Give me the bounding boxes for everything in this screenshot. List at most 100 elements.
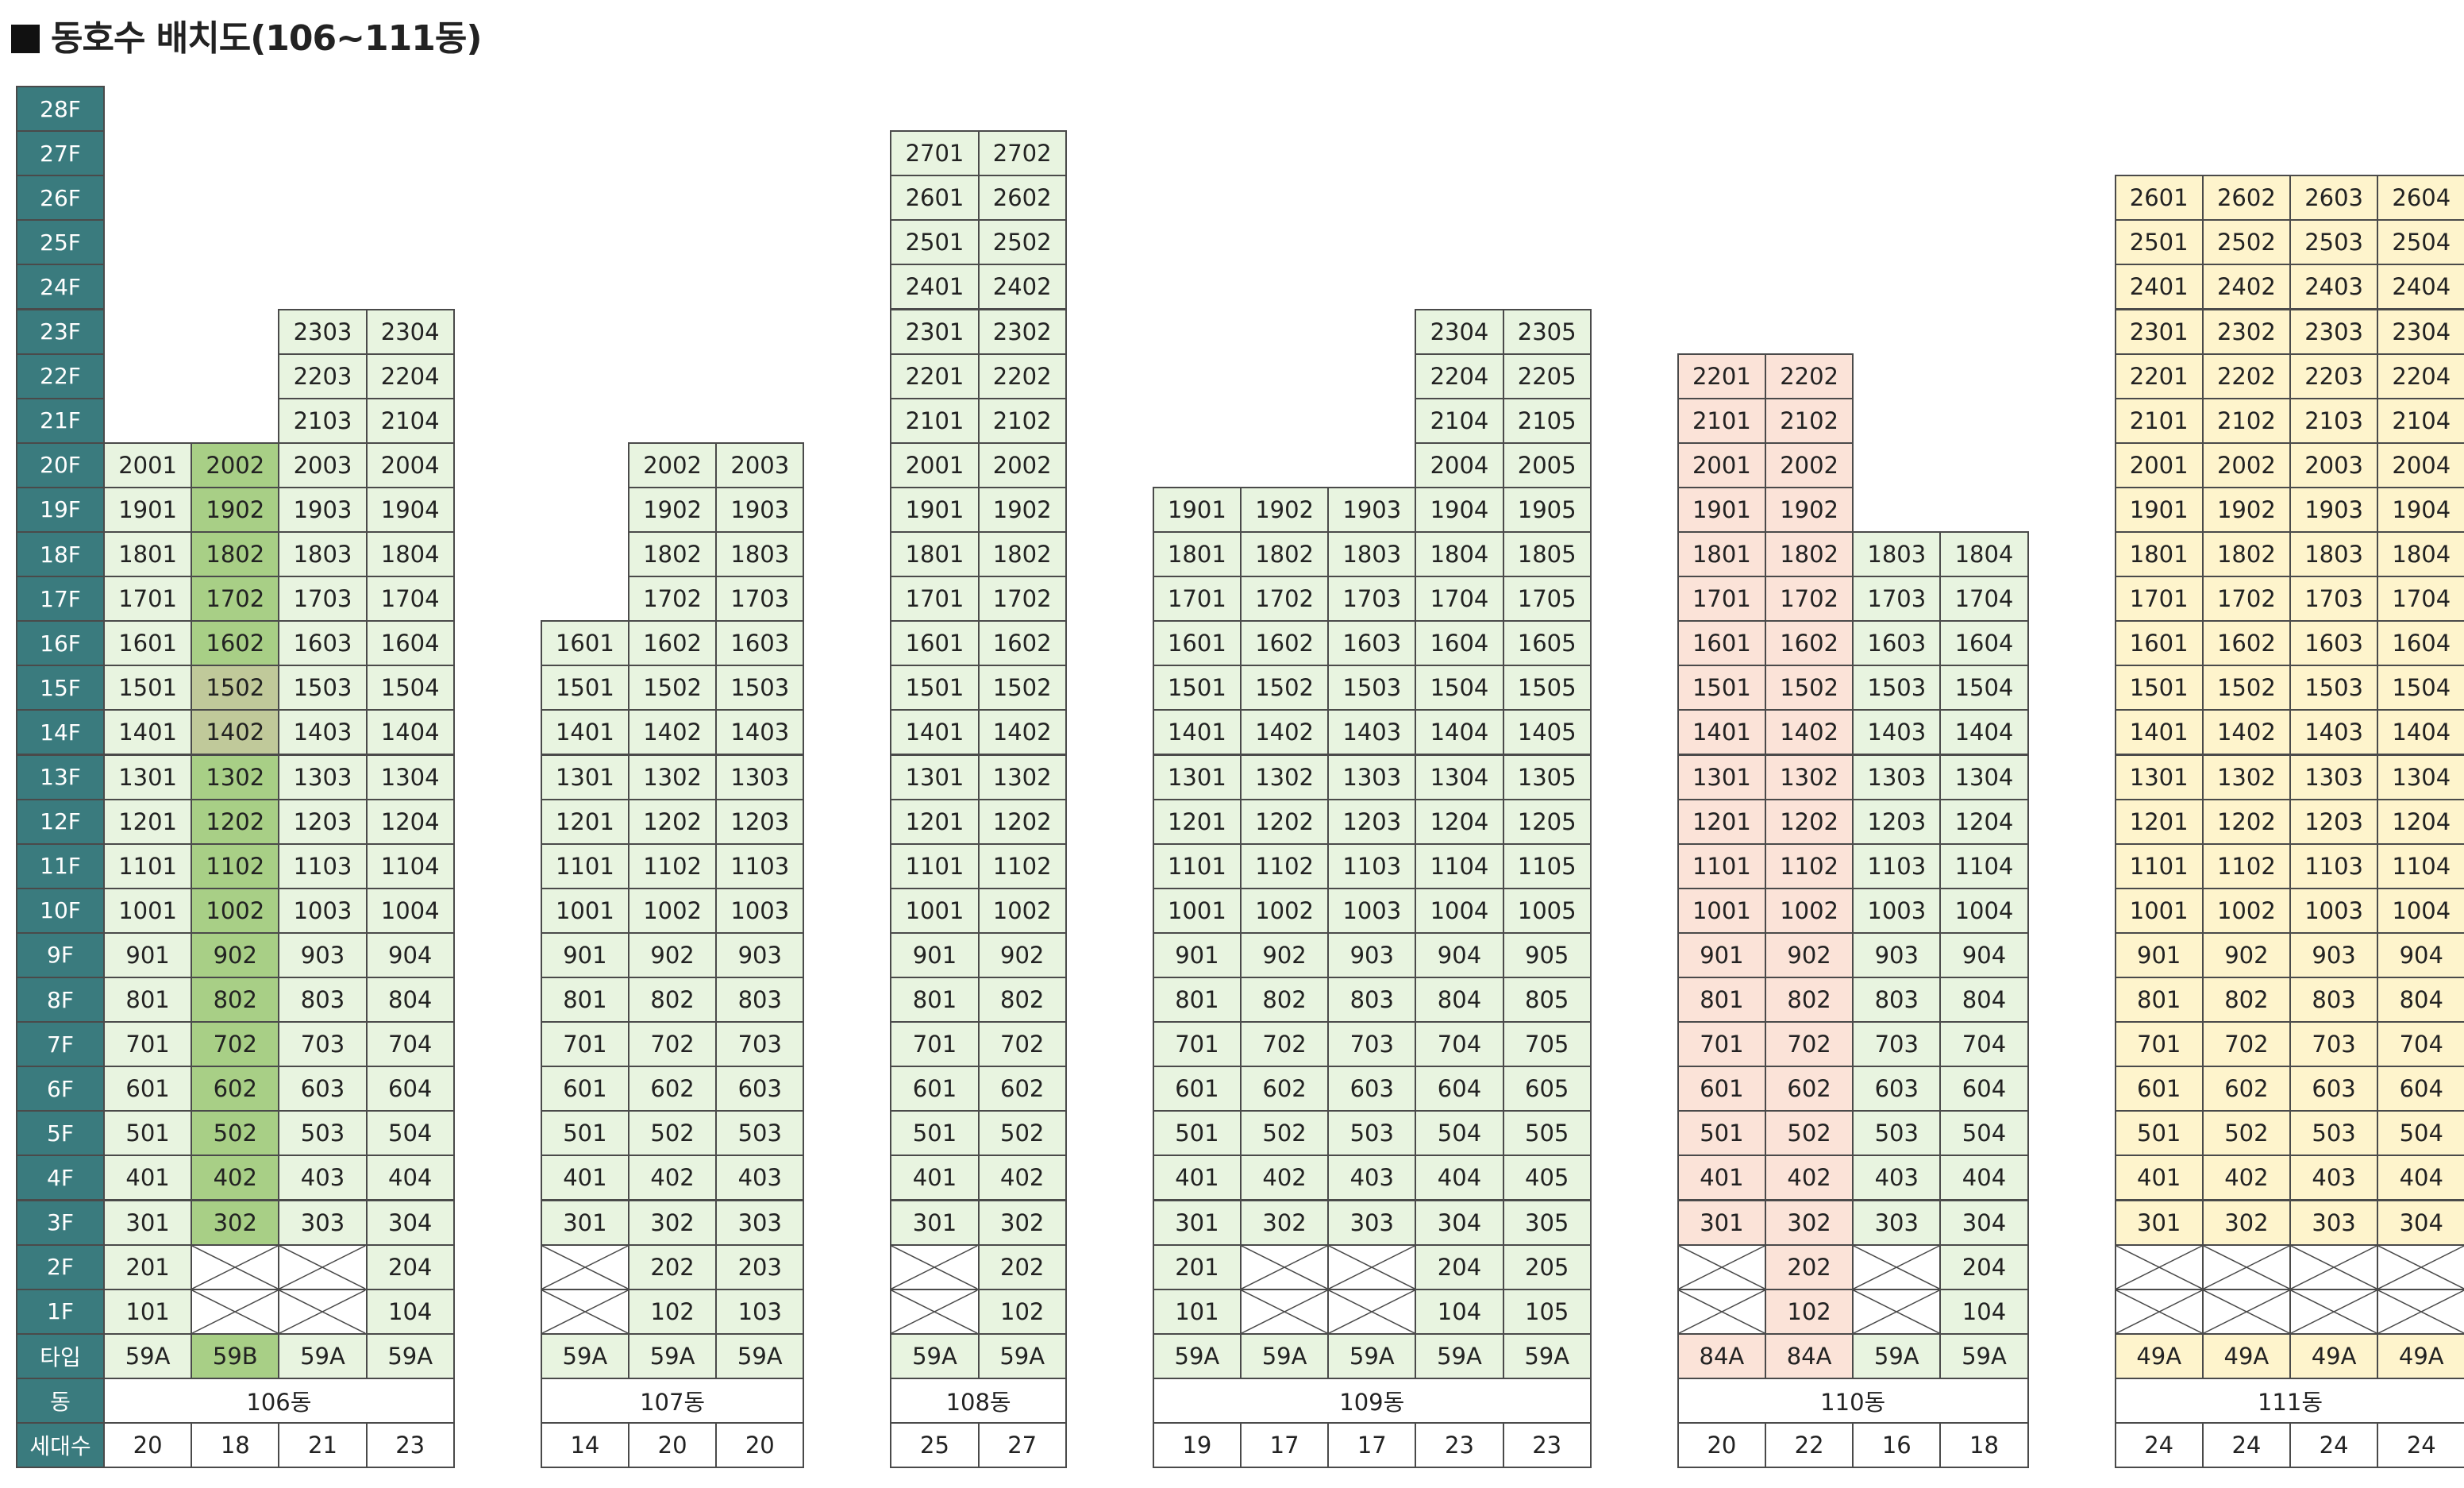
unit-cell: 1603 bbox=[2289, 620, 2379, 667]
households-cell: 24 bbox=[2289, 1422, 2379, 1469]
unit-cell: 2002 bbox=[977, 441, 1067, 488]
unit-cell: 502 bbox=[1240, 1110, 1330, 1157]
unit-cell: 1801 bbox=[1152, 531, 1242, 578]
unit-cell: 301 bbox=[890, 1199, 980, 1246]
unit-cell: 1601 bbox=[890, 620, 980, 667]
unit-cell: 204 bbox=[365, 1243, 455, 1290]
unit-cell: 1604 bbox=[2377, 620, 2464, 667]
unit-cell: 702 bbox=[1765, 1021, 1854, 1068]
unit-cell: 1603 bbox=[1327, 620, 1417, 667]
unit-cell: 505 bbox=[1502, 1110, 1592, 1157]
unit-cell: 2003 bbox=[278, 441, 368, 488]
unit-cell: 805 bbox=[1502, 977, 1592, 1023]
floor-label: 15F bbox=[16, 665, 105, 711]
unit-cell: 401 bbox=[1677, 1155, 1766, 1201]
unit-cell: 503 bbox=[1327, 1110, 1417, 1157]
floor-label: 27F bbox=[16, 130, 105, 177]
households-cell: 23 bbox=[1415, 1422, 1504, 1469]
unit-cell: 704 bbox=[2377, 1021, 2464, 1068]
unit-cell: 601 bbox=[1152, 1066, 1242, 1112]
unit-type-cell: 59A bbox=[103, 1332, 193, 1379]
type-row-label: 타입 bbox=[16, 1332, 105, 1379]
unit-cell: 901 bbox=[890, 931, 980, 978]
unit-cell: 1804 bbox=[1939, 531, 2029, 578]
unit-cell: 1501 bbox=[1677, 665, 1766, 711]
unit-cell: 2202 bbox=[977, 353, 1067, 399]
unit-cell: 1502 bbox=[1240, 665, 1330, 711]
unit-cell: 1102 bbox=[1240, 842, 1330, 889]
unit-cell: 502 bbox=[191, 1110, 280, 1157]
unit-cell: 1702 bbox=[1240, 576, 1330, 623]
unit-cell: 1601 bbox=[103, 620, 193, 667]
unit-cell: 1202 bbox=[1765, 798, 1854, 845]
unit-cell: 2101 bbox=[890, 397, 980, 444]
floor-label: 5F bbox=[16, 1110, 105, 1157]
floor-label: 19F bbox=[16, 486, 105, 533]
building-name-cell: 106동 bbox=[103, 1377, 455, 1424]
unit-cell: 1502 bbox=[191, 665, 280, 711]
unit-cell: 1001 bbox=[890, 887, 980, 934]
unit-cell: 801 bbox=[103, 977, 193, 1023]
unit-cell: 1201 bbox=[890, 798, 980, 845]
unit-cell: 1902 bbox=[977, 486, 1067, 533]
unit-cell: 2404 bbox=[2377, 264, 2464, 310]
unit-cell: 1603 bbox=[1852, 620, 1942, 667]
unit-cell: 1202 bbox=[977, 798, 1067, 845]
cross-mark-icon bbox=[192, 1246, 278, 1289]
cross-mark-icon bbox=[891, 1246, 977, 1289]
unit-cell: 703 bbox=[1852, 1021, 1942, 1068]
unit-cell: 701 bbox=[1677, 1021, 1766, 1068]
unit-cell: 303 bbox=[1852, 1199, 1942, 1246]
unit-cell: 302 bbox=[628, 1199, 718, 1246]
unit-cell: 701 bbox=[890, 1021, 980, 1068]
unit-cell: 2104 bbox=[2377, 397, 2464, 444]
unit-cell: 902 bbox=[191, 931, 280, 978]
unit-cell: 1101 bbox=[1152, 842, 1242, 889]
unit-cell: 1502 bbox=[2201, 665, 2291, 711]
unit-cell: 503 bbox=[278, 1110, 368, 1157]
unit-cell: 2101 bbox=[2114, 397, 2204, 444]
unit-cell: 1501 bbox=[103, 665, 193, 711]
unit-cell: 504 bbox=[1939, 1110, 2029, 1157]
unit-cell: 2403 bbox=[2289, 264, 2379, 310]
unit-cell: 1801 bbox=[103, 531, 193, 578]
unit-cell: 1003 bbox=[1852, 887, 1942, 934]
cross-mark-icon bbox=[2204, 1290, 2289, 1333]
unit-cell: 1105 bbox=[1502, 842, 1592, 889]
unit-cell: 202 bbox=[1765, 1243, 1854, 1290]
unit-cell: 1402 bbox=[1765, 709, 1854, 756]
unit-cell: 1702 bbox=[628, 576, 718, 623]
empty-unit-cell bbox=[1240, 1243, 1330, 1290]
unit-cell: 1704 bbox=[365, 576, 455, 623]
unit-type-cell: 59A bbox=[628, 1332, 718, 1379]
unit-cell: 2004 bbox=[2377, 441, 2464, 488]
unit-cell: 202 bbox=[628, 1243, 718, 1290]
unit-cell: 1602 bbox=[2201, 620, 2291, 667]
cross-mark-icon bbox=[279, 1290, 365, 1333]
unit-cell: 1301 bbox=[2114, 754, 2204, 800]
unit-type-cell: 59A bbox=[977, 1332, 1067, 1379]
unit-cell: 802 bbox=[977, 977, 1067, 1023]
unit-cell: 1304 bbox=[1415, 754, 1504, 800]
unit-cell: 2102 bbox=[2201, 397, 2291, 444]
unit-cell: 1104 bbox=[1939, 842, 2029, 889]
unit-cell: 303 bbox=[715, 1199, 805, 1246]
households-cell: 23 bbox=[1502, 1422, 1592, 1469]
unit-cell: 404 bbox=[365, 1155, 455, 1201]
unit-cell: 1901 bbox=[103, 486, 193, 533]
unit-cell: 504 bbox=[2377, 1110, 2464, 1157]
page-title-text: 동호수 배치도(106~111동) bbox=[51, 18, 482, 59]
unit-cell: 602 bbox=[191, 1066, 280, 1112]
unit-cell: 2601 bbox=[2114, 175, 2204, 222]
empty-unit-cell bbox=[1327, 1243, 1417, 1290]
unit-cell: 302 bbox=[2201, 1199, 2291, 1246]
households-cell: 17 bbox=[1240, 1422, 1330, 1469]
unit-cell: 1802 bbox=[1240, 531, 1330, 578]
empty-unit-cell bbox=[278, 1288, 368, 1335]
unit-cell: 1704 bbox=[1415, 576, 1504, 623]
unit-cell: 304 bbox=[2377, 1199, 2464, 1246]
unit-cell: 2503 bbox=[2289, 219, 2379, 266]
floor-label: 21F bbox=[16, 397, 105, 444]
unit-cell: 1101 bbox=[540, 842, 629, 889]
cross-mark-icon bbox=[1329, 1246, 1415, 1289]
